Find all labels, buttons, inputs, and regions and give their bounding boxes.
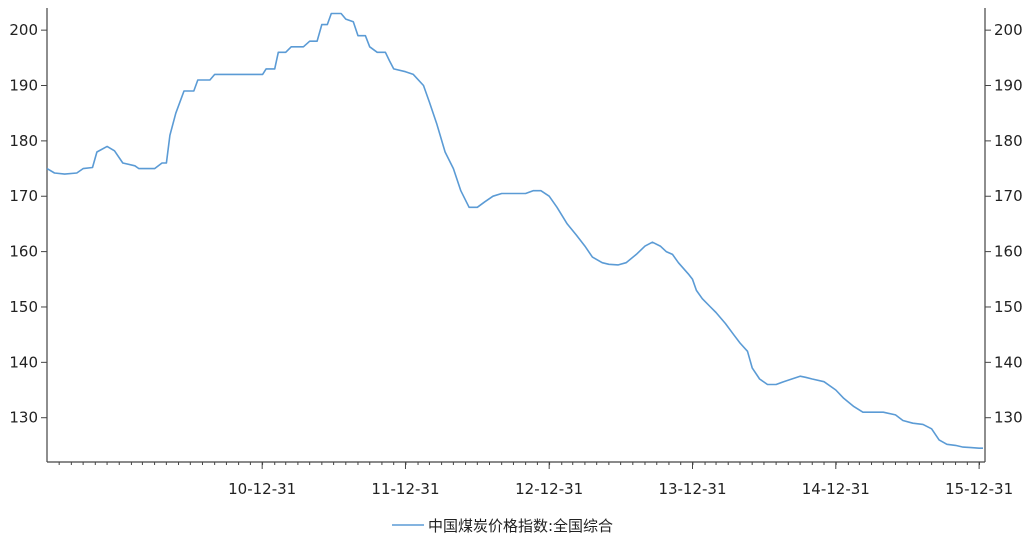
y-tick-label-left-150: 150 [9, 298, 38, 316]
y-ticks-left: 130 140 150 160 170 180 190 200 [9, 21, 47, 427]
series-line-0 [46, 12, 983, 449]
y-tick-label-left-140: 140 [9, 353, 38, 371]
y-tick-label-right-170: 170 [994, 187, 1023, 205]
x-tick-label-15-12-31: 15-12-31 [945, 480, 1013, 498]
legend-label: 中国煤炭价格指数:全国综合 [428, 517, 613, 535]
y-tick-label-right-160: 160 [994, 243, 1023, 261]
y-tick-label-right-190: 190 [994, 77, 1023, 95]
y-tick-label-left-190: 190 [9, 77, 38, 95]
y-tick-label-left-200: 200 [9, 21, 38, 39]
plot-area [46, 8, 986, 463]
x-tick-label-10-12-31: 10-12-31 [228, 480, 296, 498]
y-tick-label-left-130: 130 [9, 409, 38, 427]
y-tick-label-left-170: 170 [9, 187, 38, 205]
legend: 中国煤炭价格指数:全国综合 [392, 517, 613, 535]
y-tick-label-left-180: 180 [9, 132, 38, 150]
x-tick-label-14-12-31: 14-12-31 [802, 480, 870, 498]
x-ticks: 10-12-31 11-12-31 12-12-31 13-12-31 14-12-31… [228, 462, 1013, 498]
y-tick-label-right-150: 150 [994, 298, 1023, 316]
y-tick-label-right-180: 180 [994, 132, 1023, 150]
y-tick-label-right-130: 130 [994, 409, 1023, 427]
y-tick-label-left-160: 160 [9, 243, 38, 261]
x-tick-label-13-12-31: 13-12-31 [658, 480, 726, 498]
series-layer [46, 12, 983, 449]
y-tick-label-right-140: 140 [994, 353, 1023, 371]
y-ticks-right: 130 140 150 160 170 180 190 200 [985, 21, 1023, 427]
x-tick-label-11-12-31: 11-12-31 [371, 480, 439, 498]
y-tick-label-right-200: 200 [994, 21, 1023, 39]
x-tick-label-12-12-31: 12-12-31 [515, 480, 583, 498]
